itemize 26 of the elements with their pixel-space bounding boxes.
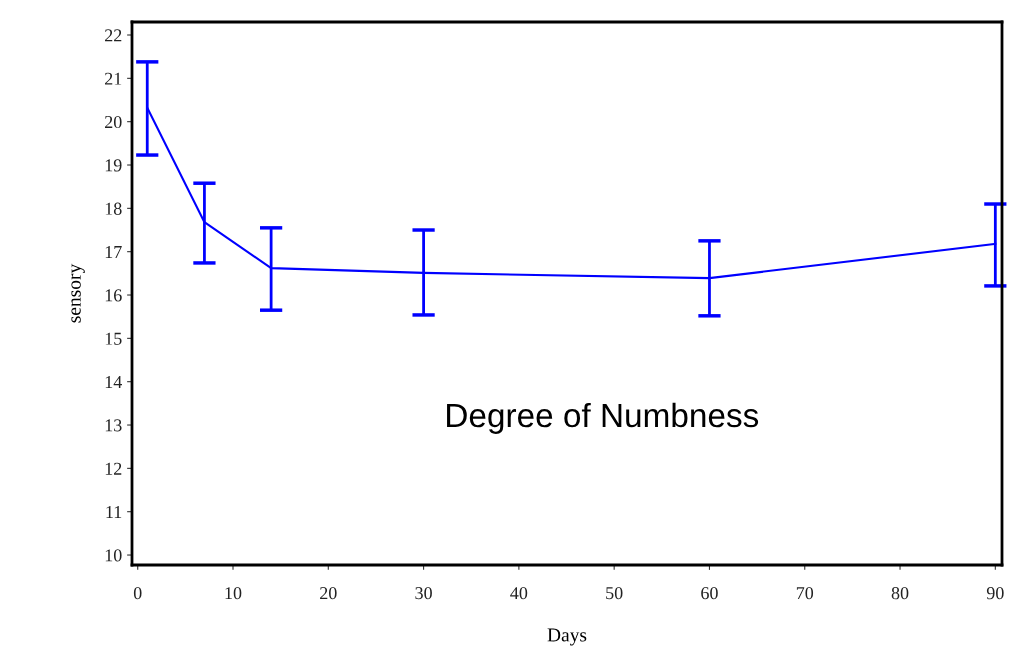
x-tick-label: 10 bbox=[225, 587, 242, 600]
x-tick-label: 0 bbox=[133, 587, 142, 600]
x-tick-label: 30 bbox=[415, 587, 432, 600]
x-tick-label: 40 bbox=[510, 587, 528, 600]
y-tick-label: 19 bbox=[105, 159, 122, 172]
annotation: Degree of Numbness bbox=[447, 402, 759, 434]
y-tick-label: 13 bbox=[105, 419, 122, 432]
y-tick-label: 14 bbox=[105, 376, 122, 388]
x-tick-label: 80 bbox=[891, 587, 909, 600]
y-axis-title: sensory bbox=[71, 263, 85, 323]
y-tick-label: 20 bbox=[105, 115, 122, 129]
y-tick-label: 18 bbox=[105, 202, 122, 215]
y-tick-label: 12 bbox=[105, 462, 122, 475]
x-tick-label: 70 bbox=[796, 587, 814, 600]
y-tick-label: 17 bbox=[105, 246, 122, 258]
y-tick-label: 21 bbox=[105, 72, 122, 85]
y-tick-label: 15 bbox=[105, 332, 122, 345]
x-tick-label: 90 bbox=[986, 587, 1004, 600]
y-tick-label: 22 bbox=[105, 29, 122, 42]
y-tick-label: 10 bbox=[105, 549, 122, 562]
x-tick-label: 50 bbox=[606, 587, 623, 600]
y-tick-label: 16 bbox=[105, 289, 122, 302]
x-tick-label: 60 bbox=[701, 587, 718, 600]
x-tick-label: 20 bbox=[320, 587, 337, 600]
y-tick-label: 11 bbox=[106, 506, 122, 518]
x-axis-title: Days bbox=[547, 628, 587, 646]
